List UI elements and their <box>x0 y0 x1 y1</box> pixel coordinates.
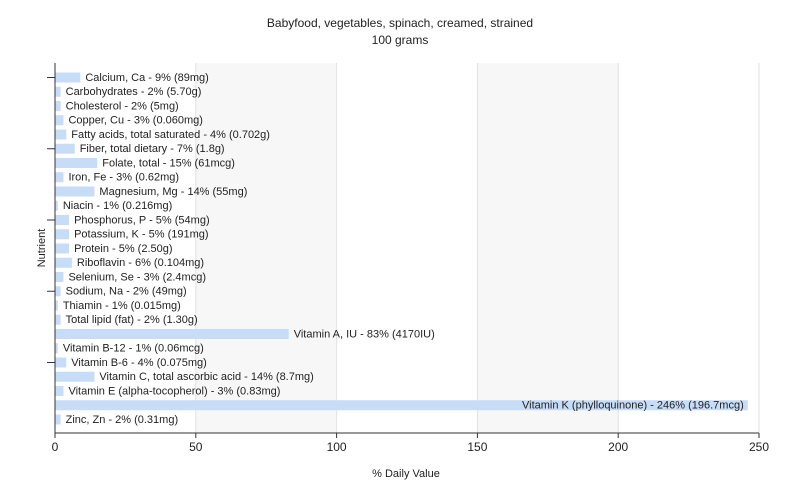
y-axis-label: Nutrient <box>36 229 48 268</box>
x-tick-label: 200 <box>608 440 628 454</box>
bar-label: Copper, Cu - 3% (0.060mg) <box>68 115 203 127</box>
bar <box>55 272 64 282</box>
chart-subtitle: 100 grams <box>371 33 429 47</box>
bar <box>55 158 98 168</box>
bar-label: Sodium, Na - 2% (49mg) <box>66 286 187 298</box>
bar <box>55 329 289 339</box>
bar <box>55 286 61 297</box>
x-tick-label: 0 <box>52 440 59 454</box>
bar-label: Zinc, Zn - 2% (0.31mg) <box>66 414 178 426</box>
bar-label: Vitamin B-12 - 1% (0.06mcg) <box>63 343 204 355</box>
axes <box>47 63 759 434</box>
bar-label: Niacin - 1% (0.216mg) <box>63 200 172 212</box>
x-axis-label: % Daily Value <box>372 468 440 480</box>
bar <box>55 357 67 368</box>
x-tick-label: 100 <box>327 440 347 454</box>
bar-label: Vitamin C, total ascorbic acid - 14% (8.… <box>99 371 313 383</box>
bar-label: Magnesium, Mg - 14% (55mg) <box>99 186 247 198</box>
bar <box>55 386 64 396</box>
bar-label: Selenium, Se - 3% (2.4mcg) <box>68 271 206 283</box>
bar-label: Vitamin K (phylloquinone) - 246% (196.7m… <box>522 400 744 412</box>
bar <box>55 86 61 97</box>
bar-label: Vitamin E (alpha-tocopherol) - 3% (0.83m… <box>68 385 280 397</box>
bar <box>55 257 72 268</box>
grid-band <box>195 63 337 433</box>
bar-label: Fatty acids, total saturated - 4% (0.702… <box>71 129 270 141</box>
grid-band <box>477 63 619 433</box>
bar-label: Folate, total - 15% (61mcg) <box>102 157 235 169</box>
bar <box>55 101 61 111</box>
x-tick-label: 50 <box>189 440 203 454</box>
bar <box>55 186 95 197</box>
bar <box>55 72 81 83</box>
bar-label: Vitamin A, IU - 83% (4170IU) <box>294 328 435 340</box>
bar <box>55 215 70 225</box>
bar <box>55 115 64 126</box>
x-axis-ticks: 0 50 100 150 200 250 <box>52 433 769 454</box>
gridlines <box>195 63 760 433</box>
bar-label: Iron, Fe - 3% (0.62mg) <box>68 172 179 184</box>
bar-label: Fiber, total dietary - 7% (1.8g) <box>80 143 225 155</box>
bar-label: Potassium, K - 5% (191mg) <box>74 229 209 241</box>
bar <box>55 314 61 325</box>
bar-label: Thiamin - 1% (0.015mg) <box>63 300 181 312</box>
bar <box>55 300 58 311</box>
bar <box>55 172 64 183</box>
bar <box>55 414 61 425</box>
bar <box>55 243 70 254</box>
bar-label: Carbohydrates - 2% (5.70g) <box>66 86 202 98</box>
bar <box>55 371 95 382</box>
bar-label: Total lipid (fat) - 2% (1.30g) <box>66 314 198 326</box>
bar <box>55 143 75 154</box>
bar-label: Protein - 5% (2.50g) <box>74 243 172 255</box>
bars: Calcium, Ca - 9% (89mg) Carbohydrates - 2… <box>55 72 748 426</box>
chart-title: Babyfood, vegetables, spinach, creamed, … <box>266 16 534 30</box>
bar-label: Vitamin B-6 - 4% (0.075mg) <box>71 357 207 369</box>
bar <box>55 229 70 240</box>
bar-label: Calcium, Ca - 9% (89mg) <box>85 72 208 84</box>
bar <box>55 400 748 411</box>
x-tick-label: 150 <box>467 440 487 454</box>
bar-label: Cholesterol - 2% (5mg) <box>66 100 179 112</box>
bar-label: Riboflavin - 6% (0.104mg) <box>77 257 204 269</box>
bar-label: Phosphorus, P - 5% (54mg) <box>74 214 210 226</box>
plot-background <box>55 63 759 433</box>
bar <box>55 129 67 140</box>
bar <box>55 343 58 354</box>
bar <box>55 200 58 211</box>
x-tick-label: 250 <box>749 440 769 454</box>
plot-area <box>55 63 759 433</box>
